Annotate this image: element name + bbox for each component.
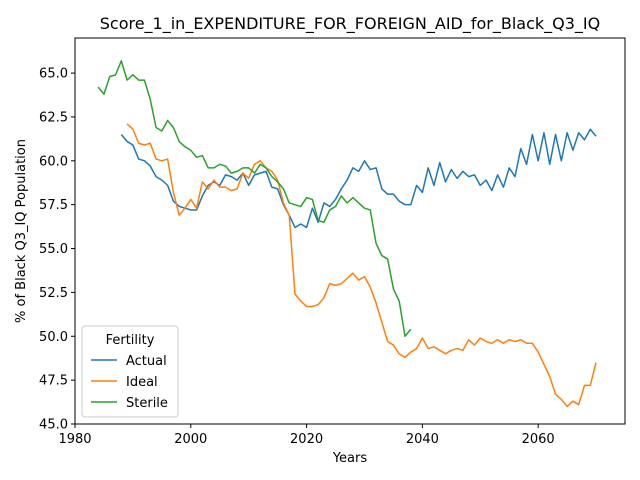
legend-label-ideal: Ideal	[126, 375, 158, 390]
y-axis: 45.0 47.5 50.0 52.5 55.0 57.5 60.0 62.5 65.0	[39, 67, 75, 433]
x-tick-label: 2000	[174, 432, 207, 447]
y-tick-label: 62.5	[39, 110, 68, 125]
x-axis-label: Years	[332, 451, 368, 466]
chart-title: Score_1_in_EXPENDITURE_FOR_FOREIGN_AID_f…	[100, 14, 601, 34]
legend-title: Fertility	[106, 333, 155, 348]
y-tick-label: 55.0	[39, 242, 68, 257]
series-line-sterile	[97, 60, 412, 338]
x-tick-label: 2040	[406, 432, 439, 447]
y-tick-label: 60.0	[39, 154, 68, 169]
legend: Fertility Actual Ideal Sterile	[81, 325, 179, 418]
y-tick-label: 50.0	[39, 330, 68, 345]
legend-box	[81, 325, 179, 418]
legend-label-actual: Actual	[126, 354, 167, 369]
y-tick-label: 47.5	[39, 374, 68, 389]
plot-lines	[97, 60, 597, 408]
y-tick-label: 65.0	[39, 67, 68, 82]
plot-frame	[74, 37, 626, 425]
y-tick-label: 57.5	[39, 198, 68, 213]
series-line-ideal	[126, 123, 597, 408]
x-tick-label: 2020	[290, 432, 323, 447]
x-tick-label: 1980	[58, 432, 91, 447]
y-axis-label: % of Black Q3_IQ Population	[14, 139, 29, 323]
legend-label-sterile: Sterile	[126, 396, 168, 411]
x-tick-label: 2060	[522, 432, 555, 447]
y-tick-label: 45.0	[39, 418, 68, 433]
series-line-actual	[120, 128, 597, 229]
x-axis: 1980 2000 2020 2040 2060	[58, 424, 555, 447]
y-tick-label: 52.5	[39, 286, 68, 301]
